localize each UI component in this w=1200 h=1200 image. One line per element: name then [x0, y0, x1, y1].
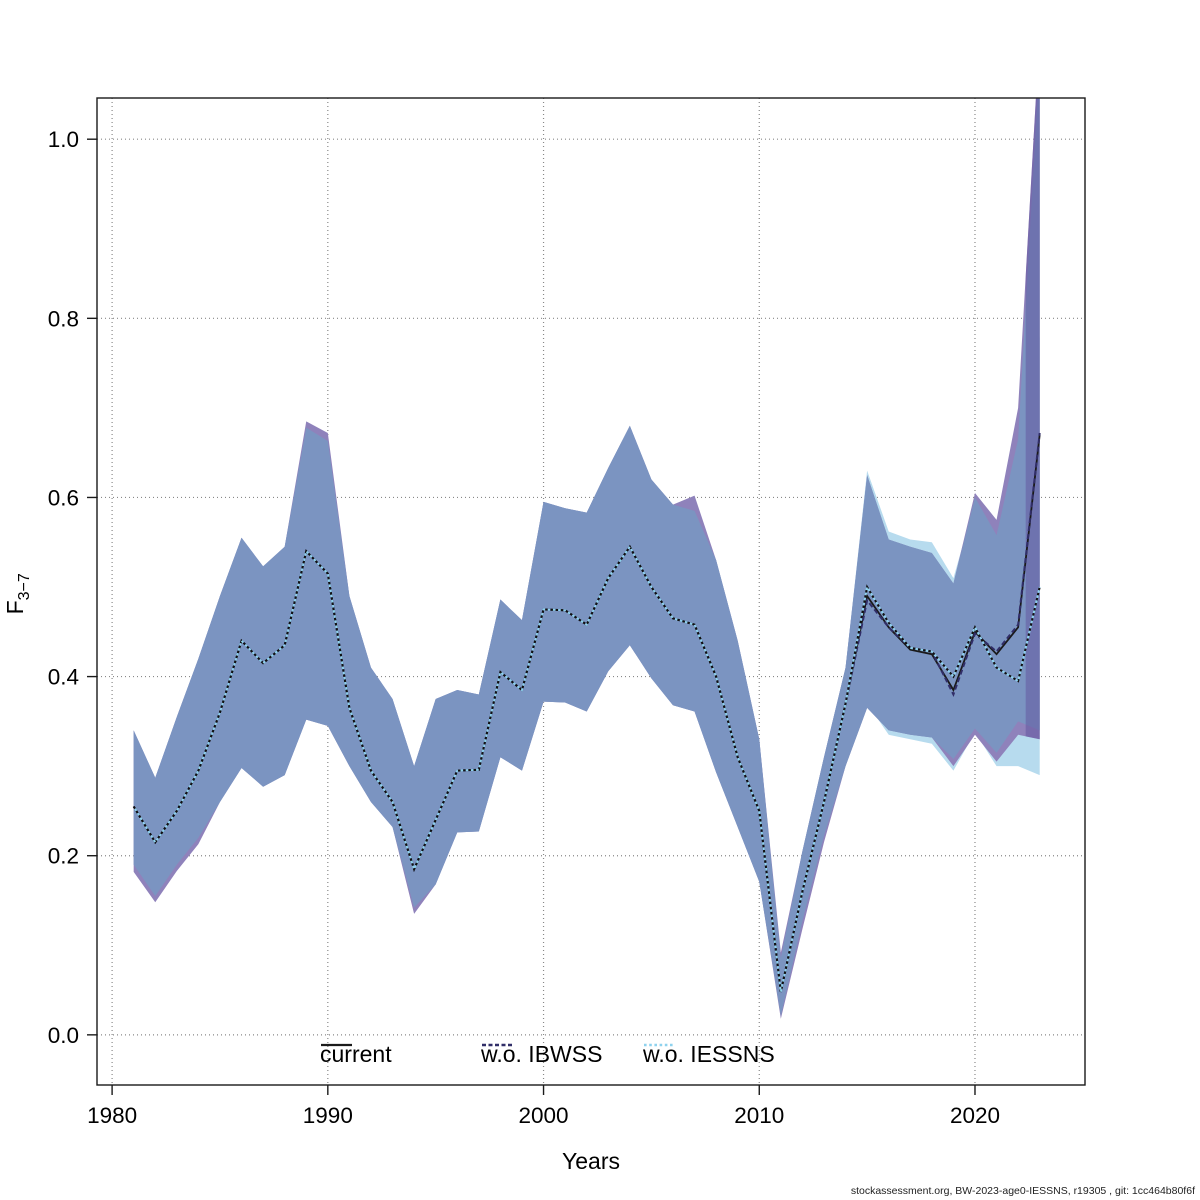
- y-tick-label: 0.2: [48, 844, 79, 869]
- y-axis-title-subscript: 3−7: [15, 573, 33, 601]
- x-tick-label: 1980: [87, 1103, 137, 1128]
- footer-attribution: stockassessment.org, BW-2023-age0-IESSNS…: [850, 1185, 1195, 1197]
- axis-ticks: [87, 138, 976, 1095]
- band-spike-overlay: [1025, 98, 1040, 740]
- line-wo-iessns: [132, 544, 1041, 993]
- legend-item-current: current: [320, 1041, 392, 1067]
- legend-item-ibwss: w.o. IBWSS: [481, 1041, 602, 1067]
- confidence-bands: [133, 98, 1040, 1019]
- axis-tick-labels: 1980 1990 2000 2010 2020 0.0 0.2 0.4 0.6 0.8 1.0: [48, 127, 1000, 1128]
- estimate-lines: [132, 432, 1041, 993]
- x-axis-title: Years: [562, 1148, 620, 1174]
- plot-border: [96, 97, 1086, 1086]
- y-tick-label: 0.6: [48, 485, 79, 510]
- x-tick-label: 2020: [950, 1103, 1000, 1128]
- y-tick-label: 0.4: [48, 665, 79, 690]
- y-tick-label: 0.0: [48, 1023, 79, 1048]
- legend-sample-iessns-line: [644, 1043, 675, 1047]
- x-tick-label: 2000: [519, 1103, 569, 1128]
- y-tick-label: 0.8: [48, 306, 79, 331]
- y-tick-label: 1.0: [48, 127, 79, 152]
- y-axis-title: F3−7: [2, 514, 34, 674]
- legend-sample-ibwss-line: [482, 1043, 513, 1047]
- band-current: [133, 98, 1040, 1017]
- legend-item-iessns: w.o. IESSNS: [643, 1041, 775, 1067]
- line-wo-iessns-dark: [132, 544, 1041, 993]
- y-axis-title-base: F: [2, 600, 29, 615]
- x-tick-label: 1990: [303, 1103, 353, 1128]
- legend-sample-current-line: [321, 1043, 352, 1047]
- legend-label-ibwss: w.o. IBWSS: [481, 1041, 603, 1067]
- x-tick-label: 2010: [734, 1103, 784, 1128]
